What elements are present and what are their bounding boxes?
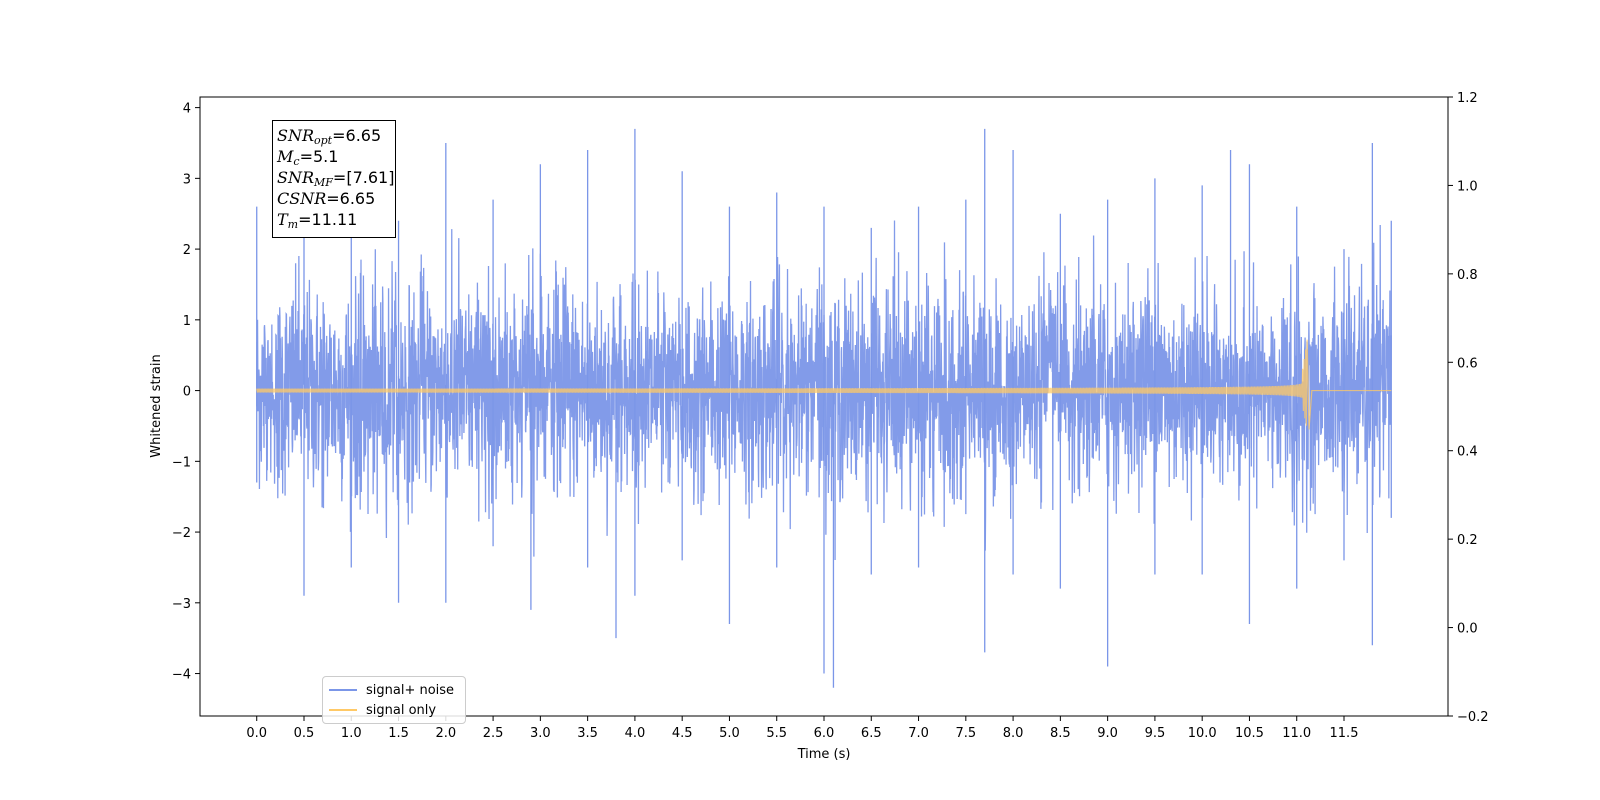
y2-tick-label: 0.8	[1457, 268, 1478, 283]
signal-noise-series	[256, 128, 1392, 688]
stat-snr-mf: SNRMF=[7.61]	[277, 168, 395, 189]
x-tick-label: 11.5	[1330, 726, 1359, 741]
x-tick-label: 6.0	[814, 726, 835, 741]
x-tick-label: 10.5	[1235, 726, 1264, 741]
y2-axis: 1.2 1.0 0.8 0.6 0.4 0.2 0.0 −0.2	[1448, 91, 1489, 725]
legend-swatch-signal-only	[329, 709, 357, 711]
x-tick-label: 5.5	[766, 726, 787, 741]
stat-csnr: CSNR=6.65	[277, 189, 376, 208]
legend-swatch-signal-noise	[329, 689, 357, 691]
y-tick-label: −3	[172, 597, 191, 612]
x-tick-label: 1.5	[388, 726, 409, 741]
legend-label-signal-noise: signal+ noise	[366, 682, 455, 698]
legend: signal+ noise signal only	[322, 676, 466, 724]
y2-tick-label: 0.6	[1457, 356, 1478, 371]
y-tick-label: 0	[183, 385, 191, 400]
x-tick-label: 2.5	[483, 726, 504, 741]
stats-annotation-box: SNRopt=6.65 Mc=5.1 SNRMF=[7.61] CSNR=6.6…	[272, 120, 396, 238]
x-tick-label: 10.0	[1188, 726, 1217, 741]
legend-item-signal-only: signal only	[329, 700, 459, 720]
legend-item-signal-noise: signal+ noise	[329, 680, 459, 700]
y2-tick-label: 1.2	[1457, 91, 1478, 106]
stat-snr-opt: SNRopt=6.65	[277, 126, 382, 147]
x-tick-label: 4.5	[672, 726, 693, 741]
y-tick-label: 4	[183, 102, 191, 117]
y2-tick-label: 1.0	[1457, 179, 1478, 194]
x-tick-label: 11.0	[1282, 726, 1311, 741]
x-tick-label: 8.5	[1050, 726, 1071, 741]
y-axis-label: Whitened strain	[149, 354, 164, 457]
x-tick-label: 7.5	[955, 726, 976, 741]
x-tick-label: 3.0	[530, 726, 551, 741]
x-tick-label: 8.0	[1003, 726, 1024, 741]
x-tick-label: 0.0	[246, 726, 267, 741]
x-tick-label: 4.0	[625, 726, 646, 741]
stat-tm: Tm=11.11	[277, 210, 358, 231]
signal-only-line	[256, 339, 1392, 430]
y-tick-label: −4	[172, 668, 191, 683]
x-tick-label: 5.0	[719, 726, 740, 741]
y2-tick-label: 0.4	[1457, 445, 1478, 460]
x-tick-label: 6.5	[861, 726, 882, 741]
signal-noise-peaks	[256, 128, 1392, 688]
x-tick-label: 7.0	[908, 726, 929, 741]
x-tick-label: 9.5	[1145, 726, 1166, 741]
x-tick-label: 0.5	[294, 726, 315, 741]
x-tick-label: 3.5	[577, 726, 598, 741]
x-tick-label: 9.0	[1097, 726, 1118, 741]
y2-tick-label: 0.2	[1457, 533, 1478, 548]
legend-label-signal-only: signal only	[366, 702, 437, 718]
y2-tick-label: −0.2	[1457, 710, 1489, 725]
y-tick-label: −1	[172, 455, 191, 470]
x-axis-label: Time (s)	[797, 747, 851, 762]
x-axis: 0.0 0.5 1.0 1.5 2.0 2.5 3.0 3.5 4.0 4.5 5.0 5.5 6.0 6…	[246, 716, 1358, 741]
x-tick-label: 2.0	[435, 726, 456, 741]
signal-only-series	[256, 339, 1392, 430]
y-tick-label: −2	[172, 526, 191, 541]
y-axis: 4 3 2 1 0 −1 −2 −3 −4	[172, 102, 200, 683]
stat-mc: Mc=5.1	[277, 147, 339, 168]
y-tick-label: 1	[183, 314, 191, 329]
y-tick-label: 3	[183, 172, 191, 187]
x-tick-label: 1.0	[341, 726, 362, 741]
y2-tick-label: 0.0	[1457, 622, 1478, 637]
y-tick-label: 2	[183, 243, 191, 258]
